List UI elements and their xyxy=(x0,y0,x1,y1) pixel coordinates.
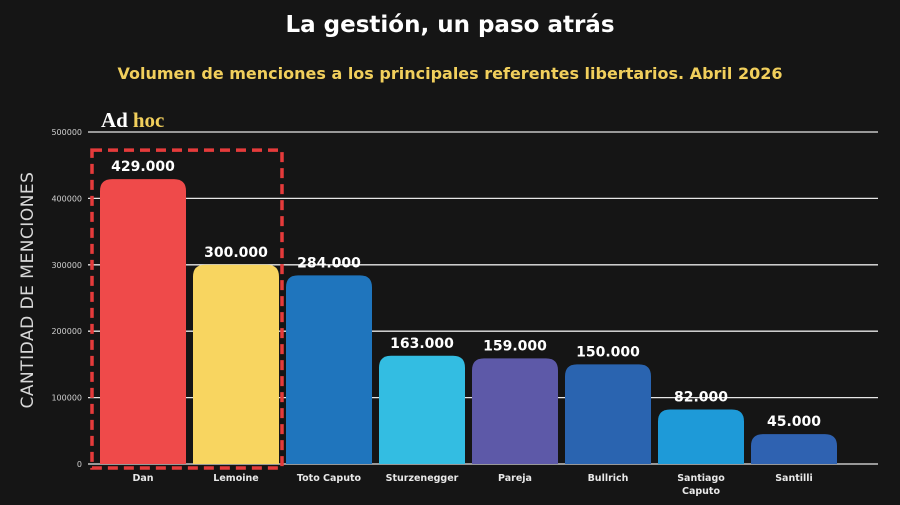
logo-part-hoc: hoc xyxy=(133,108,165,132)
category-label-line: Sturzenegger xyxy=(386,473,459,484)
value-labels: 429.000 300.000 284.000 163.000 159.000 150.0… xyxy=(111,159,821,430)
highlight-dashed-rect xyxy=(90,148,284,470)
category-label: Lemoine xyxy=(213,473,258,484)
category-label-line: Dan xyxy=(132,473,153,484)
bar xyxy=(100,179,186,465)
category-label-line: Toto Caputo xyxy=(297,473,362,484)
y-tick-label: 400000 xyxy=(51,194,82,203)
category-label: Dan xyxy=(132,473,153,484)
category-label: Sturzenegger xyxy=(386,473,459,484)
bar xyxy=(472,358,558,464)
bar-value-label: 45.000 xyxy=(767,414,821,430)
bar-value-label: 284.000 xyxy=(297,255,361,271)
bar-value-label: 300.000 xyxy=(204,245,268,261)
y-axis-ticks: 0 100000 200000 300000 400000 500000 xyxy=(51,128,82,469)
chart-subtitle: Volumen de menciones a los principales r… xyxy=(117,64,783,83)
y-tick-label: 100000 xyxy=(51,394,82,403)
category-label: Santilli xyxy=(775,473,813,484)
category-labels: Dan Lemoine Toto Caputo Sturzenegger Pareja B… xyxy=(132,473,812,497)
bar xyxy=(565,364,651,464)
category-label-line: Pareja xyxy=(498,473,532,484)
category-label: Santiago Caputo xyxy=(677,473,725,497)
category-label-line: Santilli xyxy=(775,473,813,484)
bar xyxy=(658,409,744,464)
bar xyxy=(286,275,372,464)
category-label-line: Lemoine xyxy=(213,473,258,484)
category-label: Pareja xyxy=(498,473,532,484)
chart-title: La gestión, un paso atrás xyxy=(285,12,615,38)
y-tick-label: 200000 xyxy=(51,327,82,336)
bar-value-label: 429.000 xyxy=(111,159,175,175)
bar-value-label: 150.000 xyxy=(576,344,640,360)
y-tick-label: 500000 xyxy=(51,128,82,137)
highlight-box xyxy=(90,148,284,470)
logo-part-ad: Ad xyxy=(101,108,128,132)
category-label-line: Bullrich xyxy=(588,473,629,484)
y-axis-label: CANTIDAD DE MENCIONES xyxy=(18,172,38,409)
category-label: Toto Caputo xyxy=(297,473,362,484)
bar-value-label: 159.000 xyxy=(483,338,547,354)
y-tick-label: 300000 xyxy=(51,261,82,270)
category-label: Bullrich xyxy=(588,473,629,484)
bars xyxy=(100,179,837,465)
category-label-line: Santiago xyxy=(677,473,725,484)
category-label-line: Caputo xyxy=(682,486,720,497)
bar-value-label: 163.000 xyxy=(390,336,454,352)
bar xyxy=(193,264,279,464)
bar xyxy=(751,434,837,464)
bar-value-label: 82.000 xyxy=(674,390,728,406)
y-tick-label: 0 xyxy=(77,460,82,469)
bar xyxy=(379,355,465,464)
logo: Ad hoc xyxy=(101,108,164,132)
